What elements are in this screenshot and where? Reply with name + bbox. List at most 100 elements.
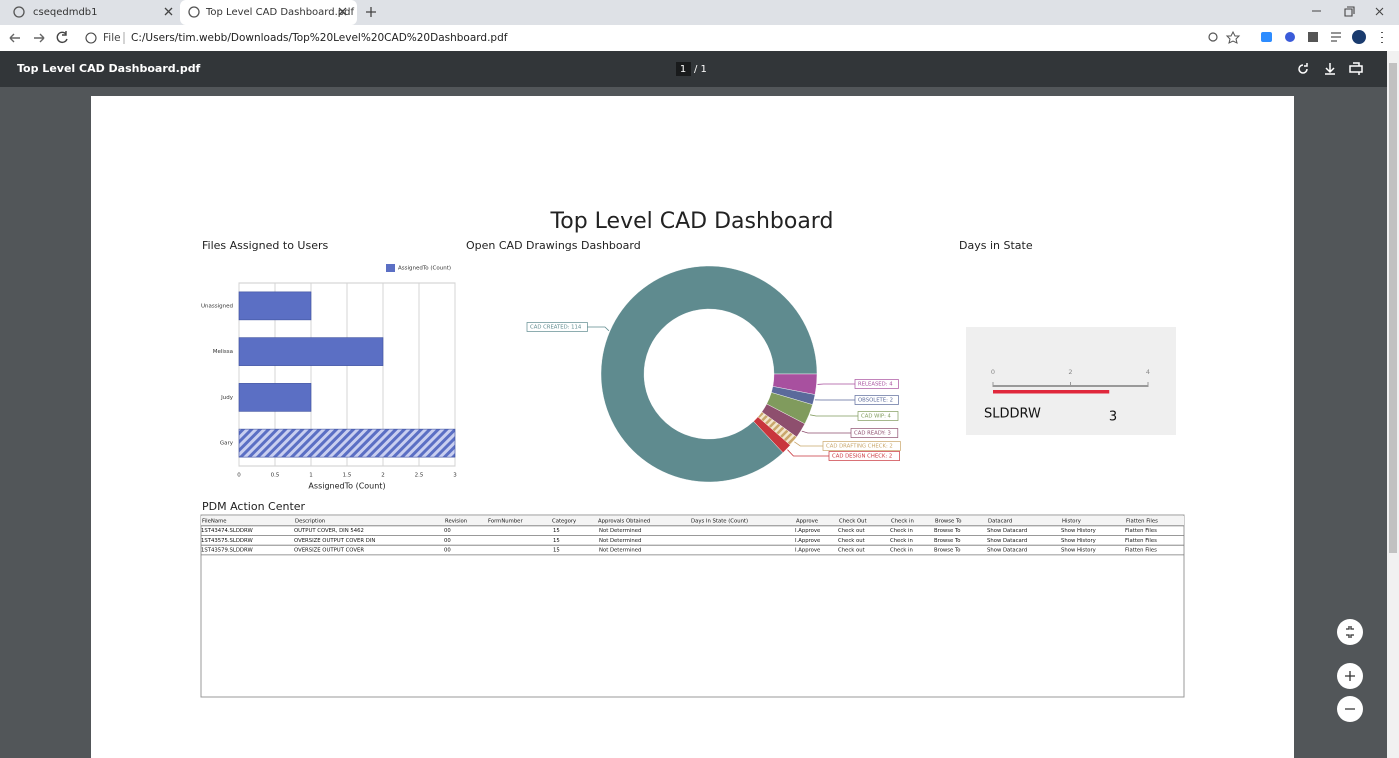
table-cell: Flatten Files bbox=[1125, 538, 1157, 544]
leader-line bbox=[809, 414, 858, 417]
x-tick-label: 1 bbox=[309, 473, 313, 479]
table-cell: Check out bbox=[838, 528, 865, 534]
tab-buttons[interactable] bbox=[164, 7, 376, 17]
chart-title: Files Assigned to Users bbox=[202, 239, 328, 252]
toolbar-actions[interactable] bbox=[1298, 62, 1363, 75]
slice-label: CAD DESIGN CHECK: 2 bbox=[832, 454, 892, 460]
tab-icon bbox=[13, 6, 25, 18]
table-cell: 1ST43474.SLDDRW bbox=[201, 528, 253, 534]
table-cell: Not Determined bbox=[599, 548, 641, 554]
gauge-tick-label: 4 bbox=[1146, 368, 1150, 376]
reload[interactable] bbox=[56, 31, 68, 44]
bar bbox=[238, 291, 312, 321]
tab-title[interactable]: Top Level CAD Dashboard.pdf bbox=[205, 7, 354, 18]
column-header: Approvals Obtained bbox=[598, 519, 650, 525]
x-tick-label: 0.5 bbox=[271, 473, 280, 479]
legend-swatch bbox=[386, 264, 395, 272]
label-box bbox=[857, 411, 899, 421]
x-tick-label: 2 bbox=[381, 473, 385, 479]
column-header: Revision bbox=[445, 519, 467, 525]
column-header: Flatten Files bbox=[1126, 519, 1158, 525]
slice-label: CAD READY: 3 bbox=[854, 431, 891, 437]
fit-button[interactable] bbox=[1337, 619, 1363, 645]
nav-buttons[interactable] bbox=[9, 33, 45, 43]
table-cell: 00 bbox=[444, 548, 451, 554]
table-cell: Show Datacard bbox=[987, 538, 1027, 544]
table-title: PDM Action Center bbox=[202, 500, 306, 513]
table-cell: I.Approve bbox=[795, 548, 820, 554]
slice-label: OBSOLETE: 2 bbox=[858, 398, 893, 404]
x-tick-label: 3 bbox=[453, 473, 457, 479]
label-box bbox=[854, 395, 899, 405]
address-bar bbox=[0, 25, 1399, 51]
table-cell: 00 bbox=[444, 538, 451, 544]
active-tab[interactable] bbox=[180, 0, 357, 25]
table-cell: Check in bbox=[890, 528, 913, 534]
table-cell: Show History bbox=[1061, 548, 1096, 554]
label-box bbox=[526, 322, 588, 332]
x-axis-label: AssignedTo (Count) bbox=[308, 482, 385, 491]
table-cell: Browse To bbox=[934, 528, 961, 534]
table-cell: Not Determined bbox=[599, 528, 641, 534]
pdf-toolbar bbox=[0, 51, 1387, 87]
table-cell: I.Approve bbox=[795, 538, 820, 544]
slice-label: RELEASED: 4 bbox=[858, 382, 893, 388]
table-cell: Check in bbox=[890, 548, 913, 554]
table-cell: Flatten Files bbox=[1125, 528, 1157, 534]
leader-line bbox=[794, 441, 823, 447]
column-header: History bbox=[1062, 519, 1081, 525]
chart-title: Open CAD Drawings Dashboard bbox=[466, 239, 641, 252]
bar bbox=[238, 383, 312, 412]
table-cell: Show Datacard bbox=[987, 528, 1027, 534]
column-header: FormNumber bbox=[488, 519, 523, 525]
table-cell: Check in bbox=[890, 538, 913, 544]
scroll-thumb[interactable] bbox=[1389, 63, 1397, 553]
gauge-tick-label: 0 bbox=[991, 368, 995, 376]
y-tick-label: Melissa bbox=[213, 349, 233, 355]
column-header: Check Out bbox=[839, 519, 867, 525]
column-header: Check in bbox=[891, 519, 914, 525]
label-box bbox=[850, 428, 899, 438]
x-tick-label: 1.5 bbox=[343, 473, 352, 479]
y-tick-label: Judy bbox=[220, 395, 234, 401]
leader-line bbox=[787, 449, 829, 457]
leader-line bbox=[587, 326, 610, 332]
table-cell: Browse To bbox=[934, 538, 961, 544]
column-header: Browse To bbox=[935, 519, 962, 525]
table-cell: 1ST43579.SLDDRW bbox=[201, 548, 253, 554]
window-controls[interactable] bbox=[1312, 6, 1384, 17]
column-header: Description bbox=[295, 519, 325, 525]
table-cell: OVERSIZE OUTPUT COVER DIN bbox=[294, 538, 375, 544]
page-box[interactable] bbox=[676, 62, 691, 76]
table-cell: Not Determined bbox=[599, 538, 641, 544]
table-cell: OUTPUT COVER, DIN 5462 bbox=[294, 528, 364, 534]
table-cell: OVERSIZE OUTPUT COVER bbox=[294, 548, 364, 554]
pdf-title: Top Level CAD Dashboard.pdf bbox=[17, 62, 201, 75]
page-number[interactable]: 1 bbox=[680, 64, 686, 75]
table-cell: 1ST43575.SLDDRW bbox=[201, 538, 253, 544]
table-cell: Check out bbox=[838, 548, 865, 554]
bar bbox=[238, 337, 384, 366]
y-tick-label: Gary bbox=[220, 441, 234, 447]
dashboard-title: Top Level CAD Dashboard bbox=[550, 209, 834, 234]
x-tick-label: 0 bbox=[237, 473, 241, 479]
table-cell: I.Approve bbox=[795, 528, 820, 534]
table-cell: 15 bbox=[553, 528, 560, 534]
tab-title[interactable]: cseqedmdb1 bbox=[33, 7, 98, 18]
gauge-panel bbox=[966, 327, 1176, 435]
column-header: Days In State (Count) bbox=[691, 519, 748, 525]
table-cell: 15 bbox=[553, 548, 560, 554]
table-cell: Check out bbox=[838, 538, 865, 544]
url[interactable]: C:/Users/tim.webb/Downloads/Top%20Level%… bbox=[131, 32, 508, 44]
table-cell: Flatten Files bbox=[1125, 548, 1157, 554]
label-box bbox=[828, 451, 900, 461]
slice-label: CAD CREATED: 114 bbox=[530, 325, 582, 331]
zoom-controls bbox=[1337, 619, 1363, 722]
gauge-bar bbox=[993, 390, 1110, 394]
donut-slice bbox=[753, 416, 791, 453]
info-icon bbox=[85, 32, 97, 44]
table-cell: Browse To bbox=[934, 548, 961, 554]
tab-icon bbox=[188, 6, 200, 18]
table-header bbox=[201, 516, 1184, 526]
